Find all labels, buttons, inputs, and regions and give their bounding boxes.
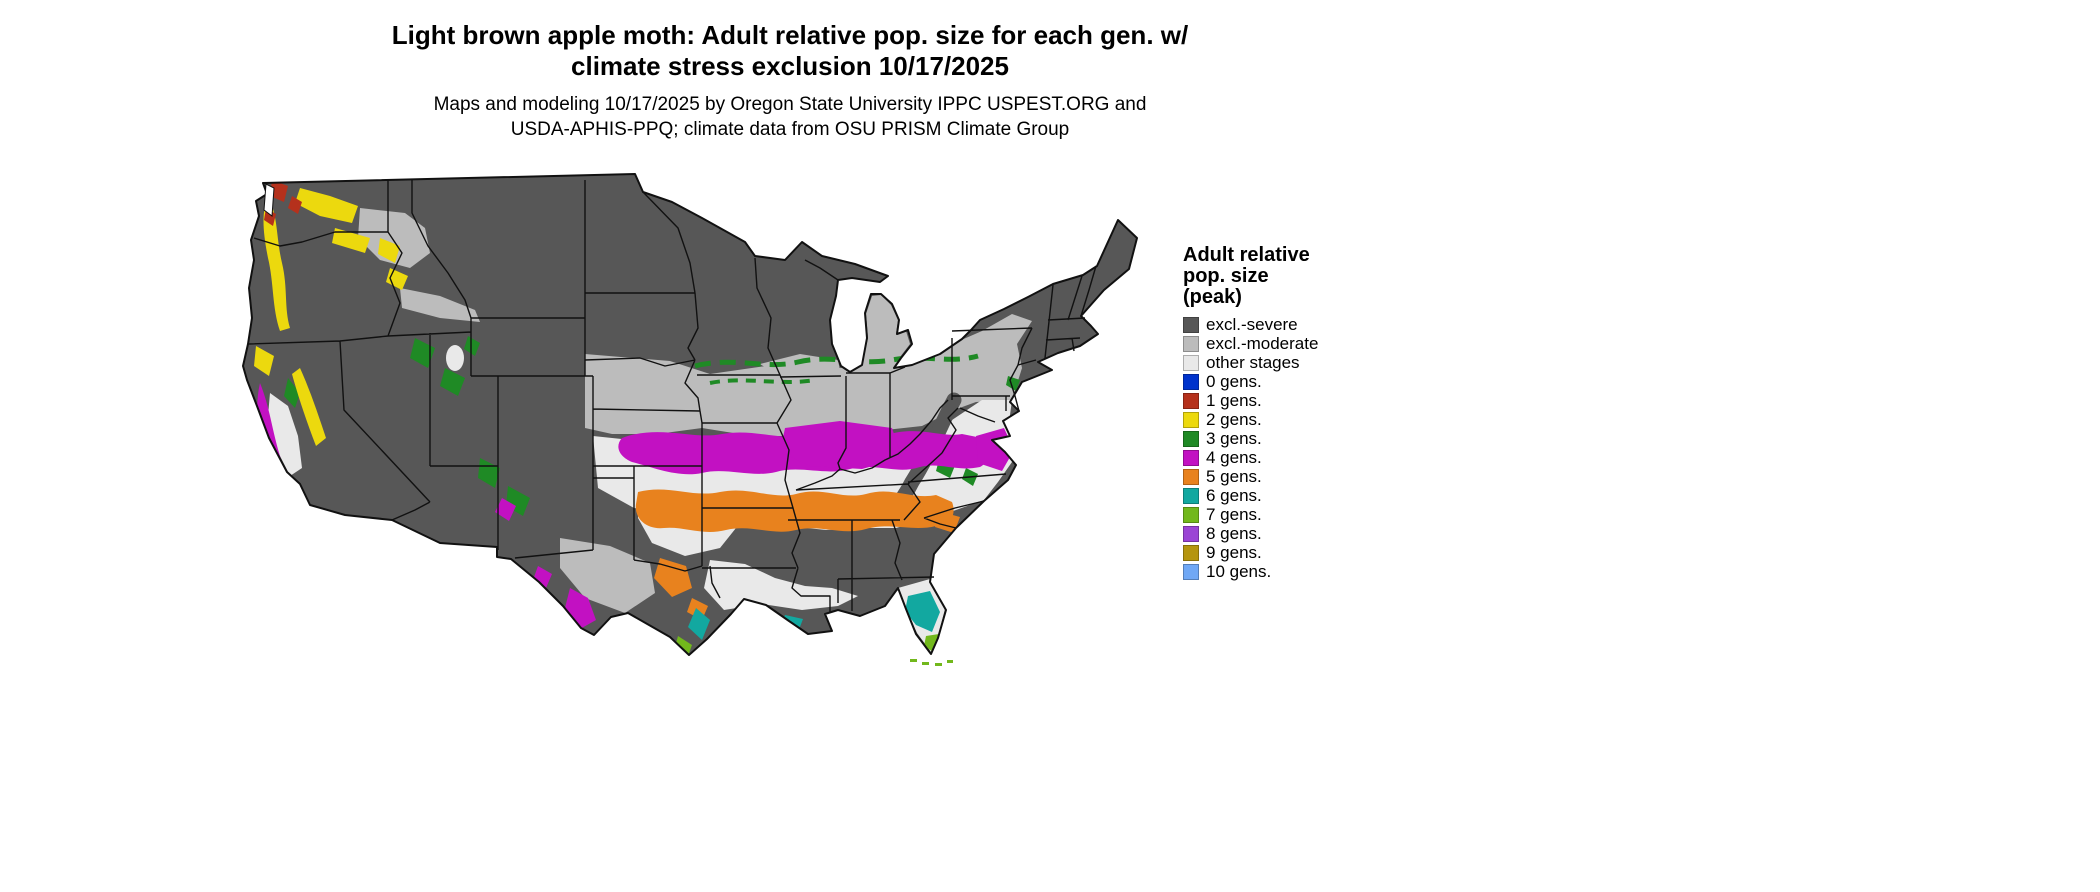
legend-label: 5 gens.	[1206, 466, 1262, 486]
legend-swatch	[1183, 430, 1199, 447]
legend-swatch	[1183, 373, 1199, 390]
legend-label: excl.-severe	[1206, 314, 1298, 334]
subtitle-line-1: Maps and modeling 10/17/2025 by Oregon S…	[433, 94, 1147, 115]
us-map	[240, 168, 1160, 668]
legend-item: 1 gens.	[1183, 391, 1413, 410]
map-region-3-gens-band	[694, 353, 979, 369]
legend-label: other stages	[1206, 352, 1300, 372]
legend-swatch	[1183, 544, 1199, 561]
legend: Adult relative pop. size (peak) excl.-se…	[1183, 245, 1413, 581]
legend-label: 8 gens.	[1206, 523, 1262, 543]
legend-label: 6 gens.	[1206, 485, 1262, 505]
puget-sound	[263, 183, 275, 217]
legend-title-line-2: pop. size	[1183, 265, 1269, 287]
page-subtitle: Maps and modeling 10/17/2025 by Oregon S…	[0, 92, 1580, 142]
legend-swatch	[1183, 316, 1199, 333]
legend-item: 2 gens.	[1183, 410, 1413, 429]
map-florida-keys	[910, 659, 953, 666]
state-borders	[247, 180, 1097, 613]
legend-item: excl.-moderate	[1183, 334, 1413, 353]
legend-label: 2 gens.	[1206, 409, 1262, 429]
legend-item: 4 gens.	[1183, 448, 1413, 467]
us-map-svg	[242, 173, 1138, 666]
title-line-1: Light brown apple moth: Adult relative p…	[391, 20, 1189, 50]
legend-label: 10 gens.	[1206, 561, 1272, 581]
legend-item: 0 gens.	[1183, 372, 1413, 391]
map-region-7-gens	[675, 634, 939, 655]
legend-label: 3 gens.	[1206, 428, 1262, 448]
page-title: Light brown apple moth: Adult relative p…	[0, 20, 1580, 82]
map-region-excl-moderate	[358, 208, 1032, 613]
legend-swatch	[1183, 506, 1199, 523]
legend-label: 4 gens.	[1206, 447, 1262, 467]
map-region-4-gens	[257, 383, 1014, 629]
map-region-5-gens	[635, 489, 960, 620]
map-region-2-gens	[254, 188, 408, 446]
legend-title: Adult relative pop. size (peak)	[1183, 245, 1413, 308]
legend-item: 7 gens.	[1183, 505, 1413, 524]
legend-label: excl.-moderate	[1206, 333, 1319, 353]
legend-label: 7 gens.	[1206, 504, 1262, 524]
title-line-2: climate stress exclusion 10/17/2025	[571, 51, 1009, 81]
subtitle-line-2: USDA-APHIS-PPQ; climate data from OSU PR…	[510, 119, 1070, 140]
legend-title-line-1: Adult relative	[1183, 244, 1310, 266]
legend-swatch	[1183, 411, 1199, 428]
legend-title-line-3: (peak)	[1183, 286, 1242, 308]
legend-swatch	[1183, 563, 1199, 580]
legend-swatch	[1183, 468, 1199, 485]
legend-item: other stages	[1183, 353, 1413, 372]
legend-items: excl.-severe excl.-moderate other stages 0 …	[1183, 315, 1413, 581]
legend-label: 1 gens.	[1206, 390, 1262, 410]
legend-swatch	[1183, 487, 1199, 504]
legend-item: 3 gens.	[1183, 429, 1413, 448]
legend-swatch	[1183, 354, 1199, 371]
legend-swatch	[1183, 449, 1199, 466]
legend-label: 9 gens.	[1206, 542, 1262, 562]
legend-item: 6 gens.	[1183, 486, 1413, 505]
legend-item: 10 gens.	[1183, 562, 1413, 581]
legend-swatch	[1183, 392, 1199, 409]
us-outline	[242, 173, 1138, 656]
legend-swatch	[1183, 525, 1199, 542]
legend-label: 0 gens.	[1206, 371, 1262, 391]
legend-swatch	[1183, 335, 1199, 352]
legend-item: 9 gens.	[1183, 543, 1413, 562]
legend-item: 8 gens.	[1183, 524, 1413, 543]
map-region-3-gens-band-2	[709, 378, 816, 385]
legend-item: excl.-severe	[1183, 315, 1413, 334]
legend-item: 5 gens.	[1183, 467, 1413, 486]
